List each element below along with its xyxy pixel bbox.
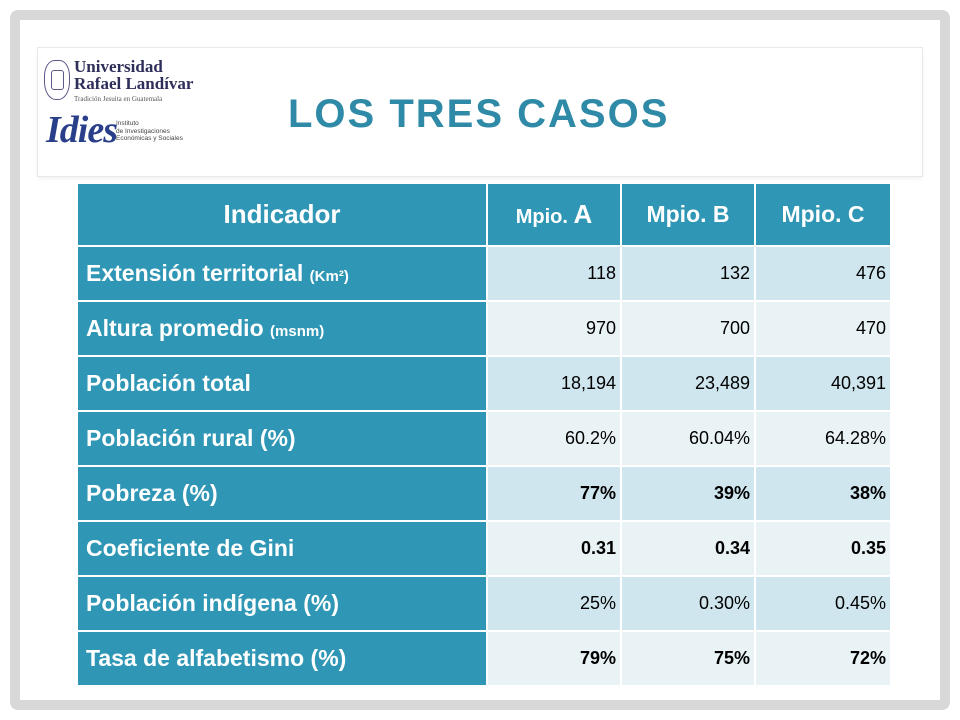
cell-mpio-c: 40,391 xyxy=(754,355,892,412)
table-row: Población indígena (%) 25% 0.30% 0.45% xyxy=(76,575,892,632)
university-name-line1: Universidad xyxy=(74,57,163,76)
header-mpio-b: Mpio. B xyxy=(620,182,756,247)
row-label: Tasa de alfabetismo (%) xyxy=(76,630,488,687)
header-mpio-a-prefix: Mpio. xyxy=(515,206,568,228)
institute-sub-line2: de Investigaciones xyxy=(116,127,170,135)
slide: Universidad Rafael Landívar Tradición Je… xyxy=(20,20,940,700)
institute-subtitle: Instituto de Investigaciones Económicas … xyxy=(116,120,186,143)
cell-mpio-b: 0.30% xyxy=(620,575,756,632)
row-label: Extensión territorial (Km²) xyxy=(76,245,488,302)
table-row: Población total 18,194 23,489 40,391 xyxy=(76,355,892,412)
row-label: Pobreza (%) xyxy=(76,465,488,522)
cell-mpio-a: 77% xyxy=(486,465,622,522)
university-tagline: Tradición Jesuita en Guatemala xyxy=(74,95,163,103)
header-mpio-c: Mpio. C xyxy=(754,182,892,247)
university-seal-icon xyxy=(44,60,70,100)
row-label: Población indígena (%) xyxy=(76,575,488,632)
cell-mpio-a: 0.31 xyxy=(486,520,622,577)
cell-mpio-c: 0.35 xyxy=(754,520,892,577)
university-name-line2: Rafael Landívar xyxy=(74,74,194,93)
table-header-row: Indicador Mpio. A Mpio. B Mpio. C xyxy=(76,182,892,247)
row-label-unit: (Km²) xyxy=(309,268,349,285)
indicators-table: Indicador Mpio. A Mpio. B Mpio. C Extens… xyxy=(76,182,892,687)
institute-logo: Idies xyxy=(46,109,118,151)
table-row: Tasa de alfabetismo (%) 79% 75% 72% xyxy=(76,630,892,687)
header-mpio-a: Mpio. A xyxy=(486,182,622,247)
cell-mpio-b: 75% xyxy=(620,630,756,687)
header-mpio-a-letter: A xyxy=(573,199,593,229)
row-label: Altura promedio (msnm) xyxy=(76,300,488,357)
cell-mpio-b: 23,489 xyxy=(620,355,756,412)
row-label-unit: (msnm) xyxy=(270,323,325,340)
row-label-text: Extensión territorial xyxy=(86,260,310,286)
cell-mpio-a: 18,194 xyxy=(486,355,622,412)
cell-mpio-c: 0.45% xyxy=(754,575,892,632)
university-name: Universidad Rafael Landívar xyxy=(74,58,193,92)
cell-mpio-c: 476 xyxy=(754,245,892,302)
table-row: Pobreza (%) 77% 39% 38% xyxy=(76,465,892,522)
cell-mpio-b: 0.34 xyxy=(620,520,756,577)
cell-mpio-a: 118 xyxy=(486,245,622,302)
cell-mpio-c: 38% xyxy=(754,465,892,522)
slide-title: LOS TRES CASOS xyxy=(288,92,670,136)
cell-mpio-c: 470 xyxy=(754,300,892,357)
table-row: Altura promedio (msnm) 970 700 470 xyxy=(76,300,892,357)
table-row: Población rural (%) 60.2% 60.04% 64.28% xyxy=(76,410,892,467)
table-row: Coeficiente de Gini 0.31 0.34 0.35 xyxy=(76,520,892,577)
header-band: Universidad Rafael Landívar Tradición Je… xyxy=(38,48,922,176)
cell-mpio-b: 132 xyxy=(620,245,756,302)
cell-mpio-a: 970 xyxy=(486,300,622,357)
logo-block: Universidad Rafael Landívar Tradición Je… xyxy=(44,58,194,168)
cell-mpio-a: 60.2% xyxy=(486,410,622,467)
slide-frame: Universidad Rafael Landívar Tradición Je… xyxy=(10,10,950,710)
row-label: Población rural (%) xyxy=(76,410,488,467)
institute-sub-line1: Instituto xyxy=(116,120,139,127)
header-indicator: Indicador xyxy=(76,182,488,247)
cell-mpio-a: 25% xyxy=(486,575,622,632)
cell-mpio-b: 700 xyxy=(620,300,756,357)
table-row: Extensión territorial (Km²) 118 132 476 xyxy=(76,245,892,302)
cell-mpio-c: 72% xyxy=(754,630,892,687)
institute-sub-line3: Económicas y Sociales xyxy=(116,135,183,142)
cell-mpio-a: 79% xyxy=(486,630,622,687)
cell-mpio-b: 39% xyxy=(620,465,756,522)
cell-mpio-c: 64.28% xyxy=(754,410,892,467)
row-label: Población total xyxy=(76,355,488,412)
row-label: Coeficiente de Gini xyxy=(76,520,488,577)
row-label-text: Altura promedio xyxy=(86,315,271,341)
cell-mpio-b: 60.04% xyxy=(620,410,756,467)
